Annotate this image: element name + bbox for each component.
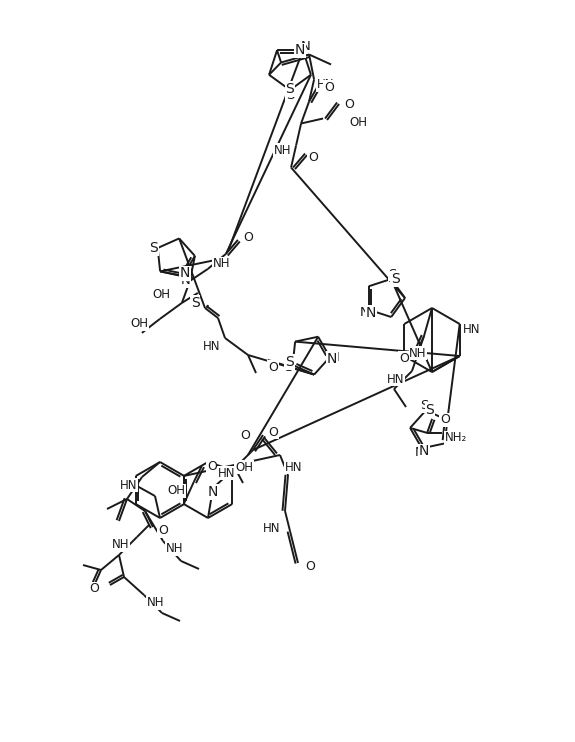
Text: N: N [181,275,190,287]
Text: NH: NH [147,597,164,609]
Text: O: O [207,459,217,473]
Text: N: N [330,351,340,364]
Text: S: S [389,268,397,280]
Text: HN: HN [386,372,404,386]
Text: NH: NH [409,347,427,360]
Text: NH: NH [166,542,183,556]
Text: N: N [415,447,425,459]
Text: O: O [240,428,250,441]
Text: O: O [399,352,409,364]
Text: HN: HN [317,78,335,91]
Text: O: O [268,361,278,373]
Text: HN: HN [463,323,480,335]
Text: O: O [158,525,168,537]
Text: O: O [243,232,253,244]
Text: O: O [89,582,99,596]
Text: S: S [286,82,294,96]
Text: HN: HN [285,461,302,473]
Text: N: N [301,39,311,53]
Text: S: S [149,239,158,252]
Text: HN: HN [218,467,236,479]
Text: HN: HN [120,479,137,491]
Text: OH: OH [349,116,367,129]
Text: N: N [180,266,190,280]
Text: O: O [305,559,315,573]
Text: S: S [426,404,434,418]
Text: S: S [285,355,294,369]
Text: S: S [191,296,200,310]
Text: O: O [344,98,354,111]
Text: NH₂: NH₂ [445,431,467,444]
Text: HN: HN [202,340,220,352]
Text: N: N [295,43,305,57]
Text: N: N [208,485,218,499]
Text: N: N [419,444,429,459]
Text: N: N [360,306,370,319]
Text: O: O [268,425,278,439]
Text: OH: OH [152,289,170,301]
Text: OH: OH [167,485,185,497]
Text: HN: HN [263,522,280,534]
Text: S: S [421,399,429,412]
Text: O: O [308,151,318,164]
Text: S: S [391,272,400,286]
Text: NH: NH [112,539,129,551]
Text: N: N [327,352,337,366]
Text: OH: OH [235,461,253,473]
Text: NH: NH [274,144,291,157]
Text: N: N [366,306,376,320]
Text: S: S [284,361,293,374]
Text: O: O [324,81,334,94]
Text: O: O [440,413,450,427]
Text: S: S [286,88,294,102]
Text: NH: NH [213,257,231,270]
Text: OH: OH [130,318,148,330]
Text: S: S [150,241,158,255]
